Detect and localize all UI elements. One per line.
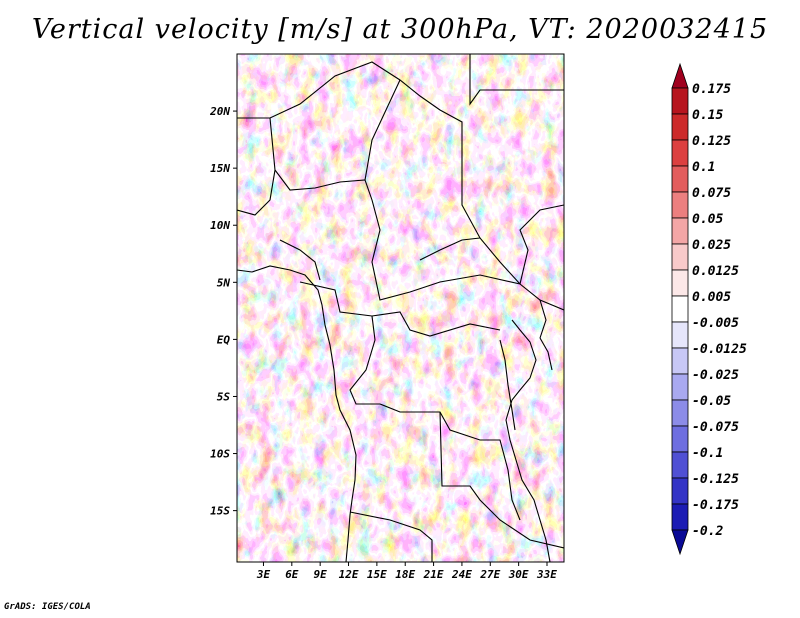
colorbar-label: -0.1 — [692, 446, 723, 461]
lake-outline — [499, 337, 553, 431]
coastline — [505, 319, 551, 562]
colorbar-label: 0.05 — [692, 212, 723, 227]
coastline — [237, 265, 357, 562]
colorbar-cap-top — [671, 62, 689, 89]
colorbar-swatch — [671, 269, 689, 297]
x-axis: 3E 6E 9E 12E 15E 18E 21E 24E 27E 30E 33E — [256, 562, 557, 581]
y-tick-label: 15N — [210, 162, 230, 175]
x-tick-label: 18E — [395, 568, 415, 581]
border — [237, 169, 276, 216]
plot-frame — [236, 53, 565, 563]
colorbar-label: 0.1 — [692, 160, 715, 175]
colorbar-swatch — [671, 477, 689, 505]
colorbar-label: -0.05 — [692, 394, 731, 409]
colorbar-label: 0.025 — [692, 238, 731, 253]
border — [349, 315, 521, 521]
border — [419, 237, 481, 261]
x-tick-label: 24E — [451, 568, 472, 581]
x-tick-label: 30E — [508, 568, 529, 581]
border — [364, 79, 401, 181]
grads-credit: GrADS: IGES/COLA — [4, 602, 91, 612]
colorbar-label: -0.005 — [692, 316, 739, 331]
velocity-field — [237, 54, 564, 562]
colorbar-swatch — [671, 113, 689, 141]
colorbar-swatch — [671, 321, 689, 349]
plot-area — [236, 53, 565, 563]
colorbar-swatch — [671, 503, 689, 531]
x-tick-label: 6E — [285, 568, 299, 581]
colorbar-swatch — [671, 139, 689, 167]
colorbar-label: 0.005 — [692, 290, 731, 305]
colorbar-swatch — [671, 191, 689, 219]
y-tick-label: 10S — [210, 448, 230, 461]
colorbar-swatch — [671, 243, 689, 271]
colorbar-label: 0.175 — [692, 82, 731, 97]
colorbar-label: 0.15 — [692, 108, 723, 123]
x-tick-label: 3E — [256, 568, 271, 581]
colorbar-label: -0.075 — [692, 420, 739, 435]
x-tick-label: 12E — [339, 568, 359, 581]
colorbar-swatch — [671, 373, 689, 401]
x-tick-label: 9E — [314, 568, 328, 581]
x-tick-label: 15E — [367, 568, 387, 581]
colorbar-swatch — [671, 451, 689, 479]
x-tick-label: 27E — [479, 568, 500, 581]
y-tick-label: 5N — [217, 276, 231, 289]
colorbar-swatch — [671, 399, 689, 427]
y-tick-label: 15S — [210, 505, 230, 518]
map-boundaries — [237, 54, 564, 562]
y-tick-label: 20N — [209, 105, 230, 118]
colorbar: 0.175 0.15 0.125 0.1 0.075 0.05 0.025 0.0125 0.0… — [671, 62, 747, 556]
colorbar-label: 0.125 — [692, 134, 731, 149]
colorbar-label: -0.2 — [692, 524, 723, 539]
colorbar-swatch — [671, 295, 689, 323]
border — [279, 239, 501, 337]
y-tick-label: 5S — [217, 390, 231, 403]
colorbar-label: -0.175 — [692, 498, 739, 513]
colorbar-label: 0.075 — [692, 186, 731, 201]
y-tick-label: EQ — [217, 333, 231, 346]
chart-title: Vertical velocity [m/s] at 300hPa, VT: 2… — [31, 14, 769, 45]
border — [519, 204, 564, 339]
border — [462, 54, 564, 106]
colorbar-swatch — [671, 87, 689, 115]
colorbar-label: -0.0125 — [692, 342, 747, 357]
colorbar-label: 0.0125 — [692, 264, 739, 279]
border — [269, 117, 521, 301]
y-axis: 20N 15N 10N 5N EQ 5S 10S 15S — [209, 105, 237, 518]
border — [349, 511, 433, 562]
colorbar-label: -0.125 — [692, 472, 739, 487]
colorbar-swatch — [671, 425, 689, 453]
x-tick-label: 33E — [536, 568, 557, 581]
border — [237, 61, 564, 311]
colorbar-swatch — [671, 217, 689, 245]
colorbar-swatch — [671, 165, 689, 193]
colorbar-swatch — [671, 347, 689, 375]
colorbar-label: -0.025 — [692, 368, 739, 383]
x-tick-label: 21E — [423, 568, 444, 581]
y-tick-label: 10N — [210, 219, 230, 232]
border — [439, 411, 564, 549]
colorbar-cap-bottom — [671, 529, 689, 556]
